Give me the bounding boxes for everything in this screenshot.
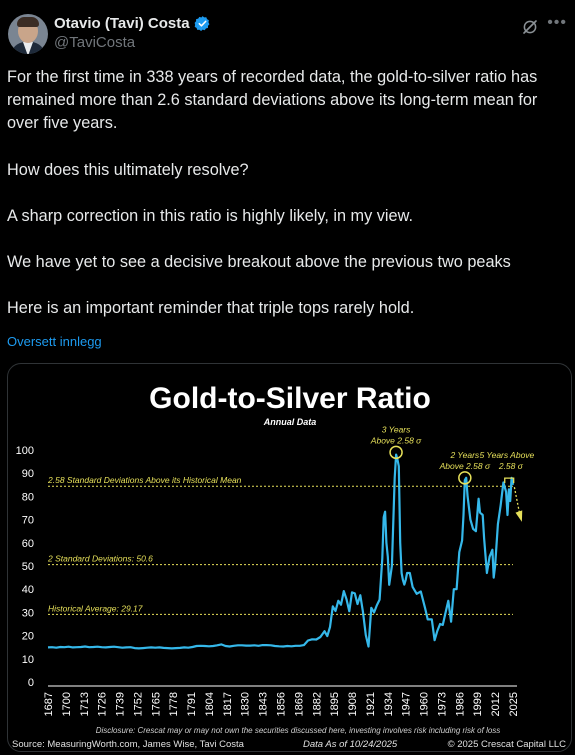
- y-tick-label: 80: [22, 491, 34, 503]
- reference-line-label: 2.58 Standard Deviations Above its Histo…: [47, 475, 242, 485]
- more-options-icon[interactable]: •••: [547, 14, 567, 31]
- tweet-paragraph: Here is an important reminder that tripl…: [7, 299, 415, 318]
- source-text: Source: MeasuringWorth.com, James Wise, …: [12, 739, 245, 750]
- x-tick-label: 2012: [490, 692, 502, 716]
- y-tick-label: 30: [22, 607, 34, 619]
- peak-marker-circle: [458, 471, 472, 485]
- chart-image[interactable]: Gold-to-Silver Ratio Annual Data 0 10 20 30…: [7, 363, 572, 752]
- avatar[interactable]: [8, 14, 48, 54]
- tweet-paragraph: For the first time in 338 years of recor…: [7, 68, 542, 133]
- bracket-marker: [504, 477, 515, 484]
- author-handle[interactable]: @TaviCosta: [54, 34, 136, 51]
- x-tick-label: 1869: [293, 692, 305, 716]
- tweet-paragraph: We have yet to see a decisive breakout a…: [7, 253, 511, 272]
- x-tick-label: 1791: [186, 692, 198, 716]
- peak-marker-circle: [389, 445, 403, 460]
- x-tick-label: 1713: [79, 692, 91, 716]
- x-tick-label: 1830: [240, 692, 252, 716]
- x-tick-label: 1973: [436, 692, 448, 716]
- tweet-header: Otavio (Tavi) Costa @TaviCosta •••: [8, 10, 567, 56]
- tweet-text: For the first time in 338 years of recor…: [7, 66, 567, 320]
- x-tick-label: 1921: [365, 692, 377, 716]
- annotation-line1: 3 Years: [382, 424, 411, 434]
- y-tick-label: 70: [22, 515, 34, 527]
- x-tick-label: 1908: [347, 692, 359, 716]
- translate-link[interactable]: Oversett innlegg: [7, 334, 102, 349]
- chart-footer: Disclosure: Crescat may or may not own t…: [12, 726, 566, 750]
- x-tick-label: 1960: [419, 692, 431, 716]
- gold-silver-ratio-line: [47, 453, 515, 650]
- y-tick-label: 40: [22, 584, 34, 596]
- x-tick-label: 1999: [472, 692, 484, 716]
- chart-axes: 0 10 20 30 40 50 60 70 80 90 100: [16, 445, 517, 689]
- x-tick-label: 1778: [168, 692, 180, 716]
- author-name-line: Otavio (Tavi) Costa: [54, 15, 211, 32]
- grok-icon[interactable]: [521, 18, 539, 36]
- x-tick-label: 1804: [204, 692, 216, 716]
- reference-lines: 2.58 Standard Deviations Above its Histo…: [47, 475, 513, 615]
- x-tick-label: 1700: [61, 692, 73, 716]
- chart-subtitle: Annual Data: [263, 417, 317, 427]
- arrow-head-icon: [515, 510, 523, 522]
- tweet-paragraph: A sharp correction in this ratio is high…: [7, 206, 413, 225]
- x-tick-label: 1895: [329, 692, 341, 716]
- y-tick-label: 20: [22, 631, 34, 643]
- data-as-of-text: Data As of 10/24/2025: [303, 739, 398, 750]
- author-name[interactable]: Otavio (Tavi) Costa: [54, 15, 190, 32]
- annotation-line2: Above 2.58 σ: [370, 435, 422, 445]
- annotation-line2: Above 2.58 σ: [439, 461, 491, 471]
- x-tick-label: 1986: [454, 692, 466, 716]
- annotation-line2: 2.58 σ: [498, 461, 524, 471]
- y-tick-label: 90: [22, 468, 34, 480]
- reference-line-label: 2 Standard Deviations: 50.6: [47, 554, 153, 564]
- x-tick-label: 1739: [115, 692, 127, 716]
- y-tick-label: 100: [16, 445, 34, 457]
- x-tick-label: 1934: [383, 692, 395, 716]
- reference-line-label: Historical Average: 29.17: [48, 603, 143, 613]
- x-tick-label: 1726: [97, 692, 109, 716]
- copyright-text: © 2025 Crescat Capital LLC: [448, 739, 567, 750]
- x-tick-label: 1752: [132, 692, 144, 716]
- x-tick-label: 1817: [222, 692, 234, 716]
- annotation-line1: 5 Years Above: [479, 450, 534, 460]
- x-axis-ticks: 1687 1700 1713 1726 1739 1752 1765 1778 1791 1804…: [43, 692, 520, 716]
- x-tick-label: 2025: [508, 692, 520, 716]
- x-tick-label: 1882: [311, 692, 323, 716]
- chart-title: Gold-to-Silver Ratio: [149, 382, 431, 415]
- tweet-paragraph: How does this ultimately resolve?: [7, 160, 249, 179]
- trend-arrow-icon: [513, 486, 521, 516]
- x-tick-label: 1947: [401, 692, 413, 716]
- gold-silver-ratio-chart: Gold-to-Silver Ratio Annual Data 0 10 20 30…: [12, 382, 566, 750]
- chart-series: [47, 453, 515, 650]
- x-tick-label: 1765: [150, 692, 162, 716]
- y-tick-label: 10: [22, 654, 34, 666]
- annotation-line1: 2 Years: [450, 450, 480, 460]
- x-tick-label: 1856: [276, 692, 288, 716]
- y-tick-label: 60: [22, 538, 34, 550]
- disclosure-text: Disclosure: Crescat may or may not own t…: [96, 726, 501, 735]
- y-tick-label: 0: [28, 677, 34, 689]
- x-tick-label: 1843: [258, 692, 270, 716]
- x-tick-label: 1687: [43, 692, 55, 716]
- verified-badge-icon: [194, 16, 210, 32]
- y-tick-label: 50: [22, 561, 34, 573]
